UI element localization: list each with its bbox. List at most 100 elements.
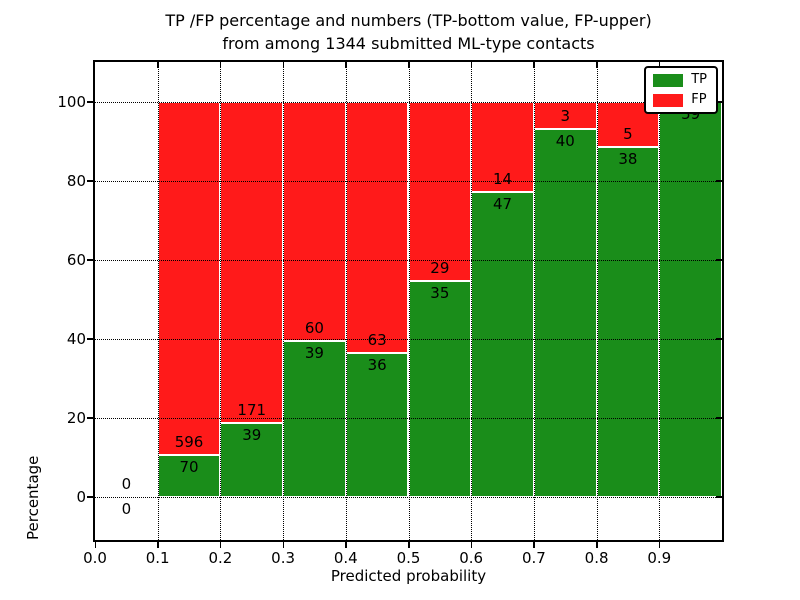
fp-count-label: 171 <box>237 401 267 420</box>
chart-title: TP /FP percentage and numbers (TP-bottom… <box>95 9 722 55</box>
legend-item-tp: TP <box>653 73 707 87</box>
legend-item-fp: FP <box>653 93 707 107</box>
x-tick <box>157 542 159 548</box>
x-tick-top <box>596 62 598 68</box>
y-tick-right <box>716 338 722 340</box>
y-tick-right <box>716 496 722 498</box>
fp-count-label: 0 <box>121 474 132 493</box>
x-tick <box>470 542 473 548</box>
x-tick <box>596 542 598 548</box>
bar-segment-fp <box>157 101 221 456</box>
y-tick-right <box>716 259 722 261</box>
fp-count-label: 60 <box>304 318 324 337</box>
tp-count-label: 39 <box>304 343 324 362</box>
y-tick <box>87 180 93 182</box>
fp-count-label: 29 <box>430 258 450 277</box>
y-tick-label: 0 <box>76 487 86 506</box>
bar-segment-tp <box>283 340 346 497</box>
x-tick-top <box>470 62 473 68</box>
tp-count-label: 38 <box>618 150 638 169</box>
y-tick <box>87 259 93 261</box>
fp-count-label: 14 <box>492 170 513 189</box>
gridline-vertical <box>283 62 285 540</box>
x-tick-top <box>533 62 535 68</box>
y-tick-label: 40 <box>66 329 86 348</box>
bar-segment-tp <box>659 101 722 497</box>
tp-count-label: 0 <box>121 499 132 518</box>
x-tick-label: 0.9 <box>647 549 672 567</box>
gridline-vertical <box>345 62 347 540</box>
gridline-vertical <box>471 62 473 540</box>
x-tick-top <box>282 62 285 68</box>
legend-swatch-fp <box>653 93 684 107</box>
x-tick-top <box>345 62 347 68</box>
x-tick-top <box>157 62 159 68</box>
x-tick-label: 0.6 <box>459 549 484 567</box>
plot-area: 0059670171396039633629351447340538059 TP… <box>93 60 724 542</box>
x-tick-label: 0.4 <box>333 549 358 567</box>
y-tick <box>87 496 93 498</box>
y-tick-label: 20 <box>66 408 86 427</box>
x-tick-label: 0.5 <box>396 549 421 567</box>
x-tick-label: 0.1 <box>145 549 170 567</box>
bar-segment-tp <box>533 129 597 497</box>
x-tick-label: 0.8 <box>584 549 609 567</box>
y-tick-right <box>716 417 722 419</box>
bar-segment-tp <box>157 455 221 497</box>
bar-segment-fp <box>471 101 534 193</box>
tp-count-label: 39 <box>242 426 262 445</box>
legend-label-fp: FP <box>691 92 707 107</box>
x-tick-label: 0.0 <box>83 549 107 567</box>
x-tick <box>533 542 535 548</box>
bar-segment-fp <box>220 101 284 424</box>
y-tick <box>87 101 93 103</box>
fp-count-label: 5 <box>623 125 633 144</box>
x-tick <box>282 542 285 548</box>
x-tick-top <box>658 62 661 68</box>
x-tick-top <box>408 62 410 68</box>
tp-count-label: 36 <box>367 355 387 374</box>
legend-label-tp: TP <box>691 72 707 87</box>
x-tick <box>345 542 347 548</box>
x-tick <box>408 542 410 548</box>
bar-segment-fp <box>345 101 409 353</box>
tp-count-label: 70 <box>179 458 199 477</box>
x-tick-label: 0.2 <box>208 549 233 567</box>
y-tick-right <box>716 101 722 103</box>
x-tick-top <box>219 62 222 68</box>
gridline-vertical <box>596 62 598 540</box>
tp-count-label: 35 <box>430 283 450 302</box>
x-axis-label: Predicted probability <box>330 567 487 585</box>
tp-count-label: 40 <box>555 132 575 151</box>
y-tick <box>87 338 93 340</box>
gridline-vertical <box>408 62 410 540</box>
x-tick-label: 0.3 <box>271 549 296 567</box>
x-tick <box>219 542 222 548</box>
fp-count-label: 3 <box>560 107 570 126</box>
fp-count-label: 596 <box>174 433 204 452</box>
y-tick-right <box>716 180 722 182</box>
bar-segment-tp <box>471 192 534 497</box>
x-tick <box>658 542 661 548</box>
gridline-vertical <box>533 62 535 540</box>
y-tick-label: 100 <box>57 92 86 111</box>
bar-segment-fp <box>283 101 346 341</box>
y-tick-label: 60 <box>66 250 86 269</box>
x-tick <box>94 542 96 548</box>
bar-segment-tp <box>408 280 472 497</box>
chart-title-line1: TP /FP percentage and numbers (TP-bottom… <box>165 11 652 30</box>
y-axis-label: Percentage <box>24 455 42 540</box>
gridline-vertical <box>659 62 661 540</box>
chart-title-line2: from among 1344 submitted ML-type contac… <box>222 34 595 53</box>
x-tick-label: 0.7 <box>521 549 546 567</box>
bar-segment-tp <box>596 147 660 497</box>
legend: TP FP <box>644 66 718 114</box>
bar-segment-fp <box>408 101 472 281</box>
legend-swatch-tp <box>653 73 684 87</box>
fp-count-label: 63 <box>367 330 387 349</box>
y-tick <box>87 417 93 419</box>
y-tick-label: 80 <box>66 171 86 190</box>
gridline-vertical <box>157 62 159 540</box>
bar-segment-tp <box>345 352 409 497</box>
